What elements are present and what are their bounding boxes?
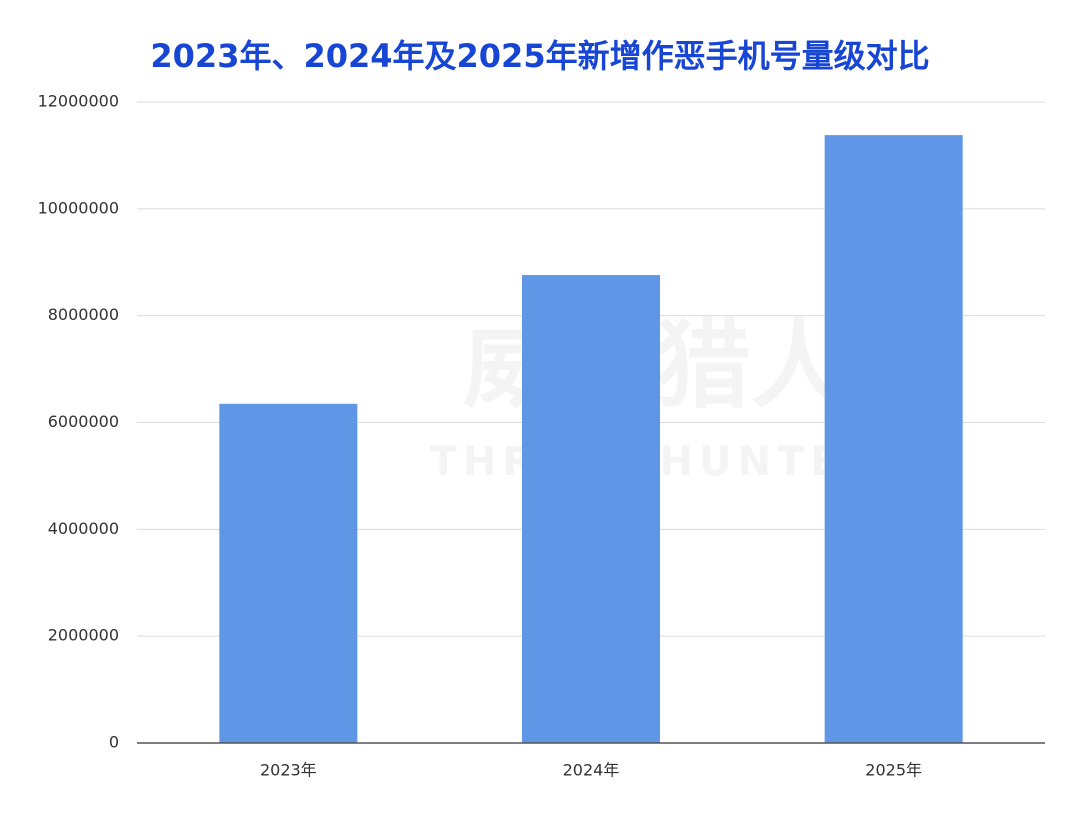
y-tick-label: 4000000 [48,519,119,538]
y-tick-label: 2000000 [48,626,119,645]
y-tick-label: 6000000 [48,412,119,431]
y-tick-label: 8000000 [48,305,119,324]
x-tick-label: 2024年 [563,761,620,780]
bar [824,135,963,743]
x-tick-label: 2025年 [865,761,922,780]
bar [219,403,358,743]
chart-title: 2023年、2024年及2025年新增作恶手机号量级对比 [150,37,929,75]
y-tick-label: 12000000 [38,92,119,111]
x-tick-label: 2023年 [260,761,317,780]
bar [521,275,661,743]
y-tick-label: 10000000 [38,198,119,217]
y-tick-label: 0 [109,733,119,752]
